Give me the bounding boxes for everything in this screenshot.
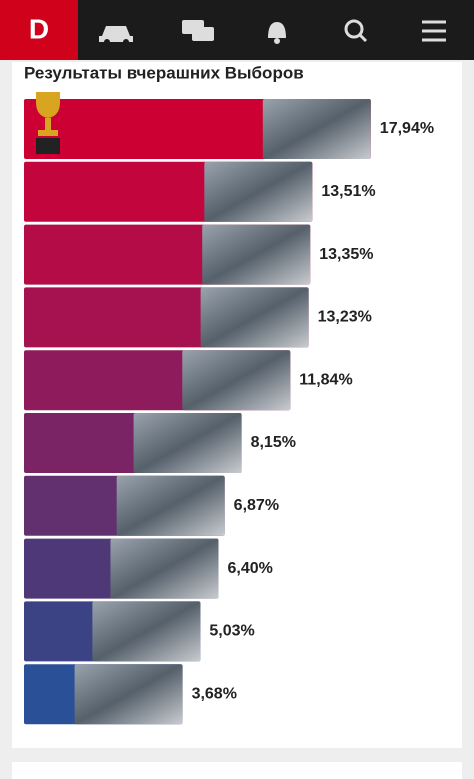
bar-photo	[133, 413, 242, 473]
trophy-icon	[36, 92, 60, 154]
next-card	[12, 762, 462, 779]
bar-photo	[202, 224, 311, 285]
value-label: 5,03%	[209, 623, 254, 640]
nav-bar	[0, 0, 474, 60]
value-label: 17,94%	[380, 120, 434, 137]
bar-photo	[182, 350, 291, 411]
bar-photo	[116, 475, 225, 536]
logo-box[interactable]	[0, 0, 78, 60]
value-label: 13,35%	[319, 246, 373, 263]
menu-icon[interactable]	[422, 20, 446, 42]
bar-photo	[200, 287, 309, 348]
value-label: 6,87%	[234, 497, 279, 514]
bar-photo	[204, 161, 313, 222]
search-icon[interactable]	[344, 19, 368, 43]
chat-icon[interactable]	[182, 20, 214, 41]
bar-photo	[262, 99, 371, 159]
value-label: 11,84%	[299, 371, 352, 388]
bell-icon[interactable]	[268, 22, 286, 44]
value-label: 13,51%	[321, 183, 375, 200]
value-label: 6,40%	[227, 560, 272, 577]
bar-photo	[92, 601, 201, 662]
logo[interactable]: D	[29, 13, 49, 44]
bar-photo	[74, 664, 183, 725]
chart-title: Результаты вчерашних Выборов	[24, 63, 304, 82]
bar-photo	[110, 538, 219, 599]
car-icon[interactable]	[99, 26, 133, 45]
value-label: 13,23%	[318, 309, 372, 326]
value-label: 3,68%	[192, 685, 237, 702]
value-label: 8,15%	[251, 434, 296, 451]
